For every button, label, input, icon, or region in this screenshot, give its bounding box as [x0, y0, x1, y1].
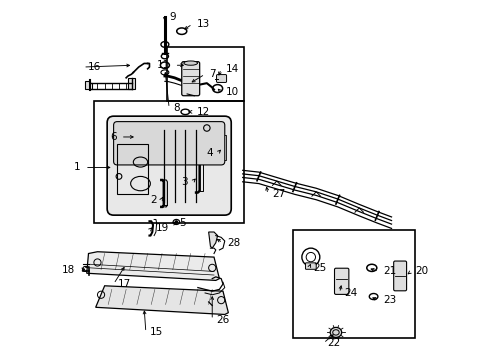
Text: 13: 13: [196, 19, 210, 29]
Text: 4: 4: [206, 148, 213, 158]
FancyBboxPatch shape: [216, 75, 226, 82]
Text: 28: 28: [227, 238, 240, 248]
Text: 14: 14: [225, 64, 238, 74]
Text: 2: 2: [150, 195, 157, 205]
Bar: [94, 101, 244, 223]
Ellipse shape: [329, 327, 341, 337]
FancyBboxPatch shape: [113, 122, 224, 165]
Text: 22: 22: [327, 338, 340, 348]
Text: 26: 26: [216, 315, 229, 325]
Text: 25: 25: [313, 263, 326, 273]
FancyBboxPatch shape: [393, 261, 406, 291]
Text: 19: 19: [155, 224, 168, 233]
Text: 7: 7: [209, 69, 216, 79]
Ellipse shape: [183, 61, 197, 65]
Polygon shape: [96, 286, 228, 315]
FancyBboxPatch shape: [334, 268, 348, 294]
Text: 21: 21: [383, 266, 396, 276]
Text: 18: 18: [62, 265, 75, 275]
Text: 20: 20: [415, 266, 428, 276]
Text: 27: 27: [271, 189, 285, 199]
Text: 23: 23: [383, 295, 396, 305]
Text: 10: 10: [225, 87, 238, 97]
Text: 9: 9: [169, 12, 176, 22]
FancyBboxPatch shape: [182, 62, 199, 96]
Text: 8: 8: [173, 103, 180, 113]
FancyBboxPatch shape: [128, 78, 135, 89]
Circle shape: [174, 220, 178, 224]
Bar: [117, 144, 147, 194]
Bar: [292, 230, 414, 338]
Text: 24: 24: [343, 288, 356, 298]
FancyBboxPatch shape: [305, 263, 316, 269]
Text: 17: 17: [118, 279, 131, 289]
Text: 1: 1: [74, 162, 81, 172]
Bar: [167, 47, 244, 101]
FancyBboxPatch shape: [107, 116, 231, 215]
Polygon shape: [86, 252, 219, 280]
FancyBboxPatch shape: [85, 81, 90, 89]
Text: 15: 15: [150, 327, 163, 337]
Text: 11: 11: [157, 60, 170, 70]
Text: 6: 6: [110, 132, 116, 142]
Text: 3: 3: [181, 177, 188, 187]
Polygon shape: [208, 232, 217, 248]
Text: 16: 16: [87, 62, 101, 72]
Text: 12: 12: [196, 107, 210, 117]
Text: 5: 5: [179, 218, 185, 228]
